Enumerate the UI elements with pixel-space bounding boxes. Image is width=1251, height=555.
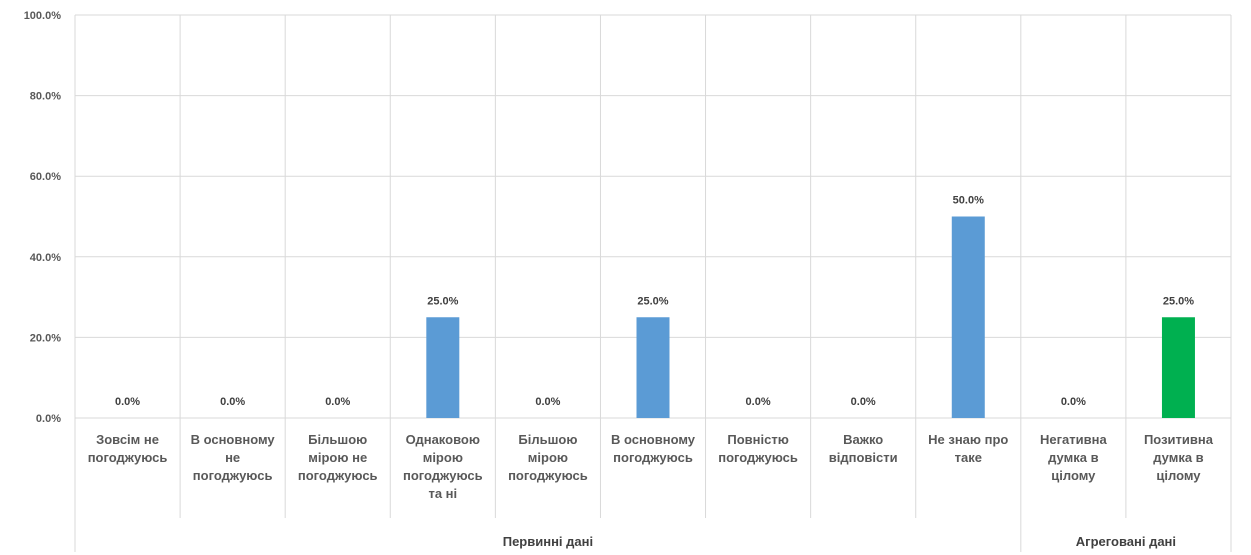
- category-label: Не знаю про таке: [928, 432, 1008, 465]
- category-label: Негативна думка в цілому: [1040, 432, 1107, 483]
- data-label: 50.0%: [953, 195, 984, 207]
- data-label: 0.0%: [746, 396, 771, 408]
- category-label: Зовсім не погоджуюсь: [88, 432, 168, 465]
- data-label: 0.0%: [115, 396, 140, 408]
- category-label: Однаковою мірою погоджуюсь та ні: [403, 432, 483, 501]
- data-label: 0.0%: [851, 396, 876, 408]
- category-label: В основному погоджуюсь: [611, 432, 696, 465]
- y-tick-label: 80.0%: [30, 91, 61, 103]
- data-label: 25.0%: [637, 295, 668, 307]
- group-label: Агреговані дані: [1076, 534, 1176, 549]
- y-tick-label: 40.0%: [30, 252, 61, 264]
- bar: [426, 317, 460, 418]
- category-label: Позитивна думка в цілому: [1144, 432, 1214, 483]
- category-label: Важко відповісти: [829, 432, 898, 465]
- group-label: Первинні дані: [503, 534, 593, 549]
- bar: [951, 216, 985, 418]
- bar: [1161, 317, 1195, 418]
- y-tick-label: 100.0%: [24, 10, 62, 22]
- category-label: В основному не погоджуюсь: [191, 432, 276, 483]
- data-label: 25.0%: [1163, 295, 1194, 307]
- y-tick-label: 20.0%: [30, 332, 61, 344]
- data-label: 25.0%: [427, 295, 458, 307]
- bar: [636, 317, 670, 418]
- data-label: 0.0%: [1061, 396, 1086, 408]
- category-label: Більшою мірою погоджуюсь: [508, 432, 588, 483]
- category-label: Більшою мірою не погоджуюсь: [298, 432, 378, 483]
- data-label: 0.0%: [325, 396, 350, 408]
- y-tick-label: 60.0%: [30, 171, 61, 183]
- data-label: 0.0%: [220, 396, 245, 408]
- category-label: Повністю погоджуюсь: [718, 432, 798, 465]
- data-label: 0.0%: [535, 396, 560, 408]
- y-tick-label: 0.0%: [36, 413, 61, 425]
